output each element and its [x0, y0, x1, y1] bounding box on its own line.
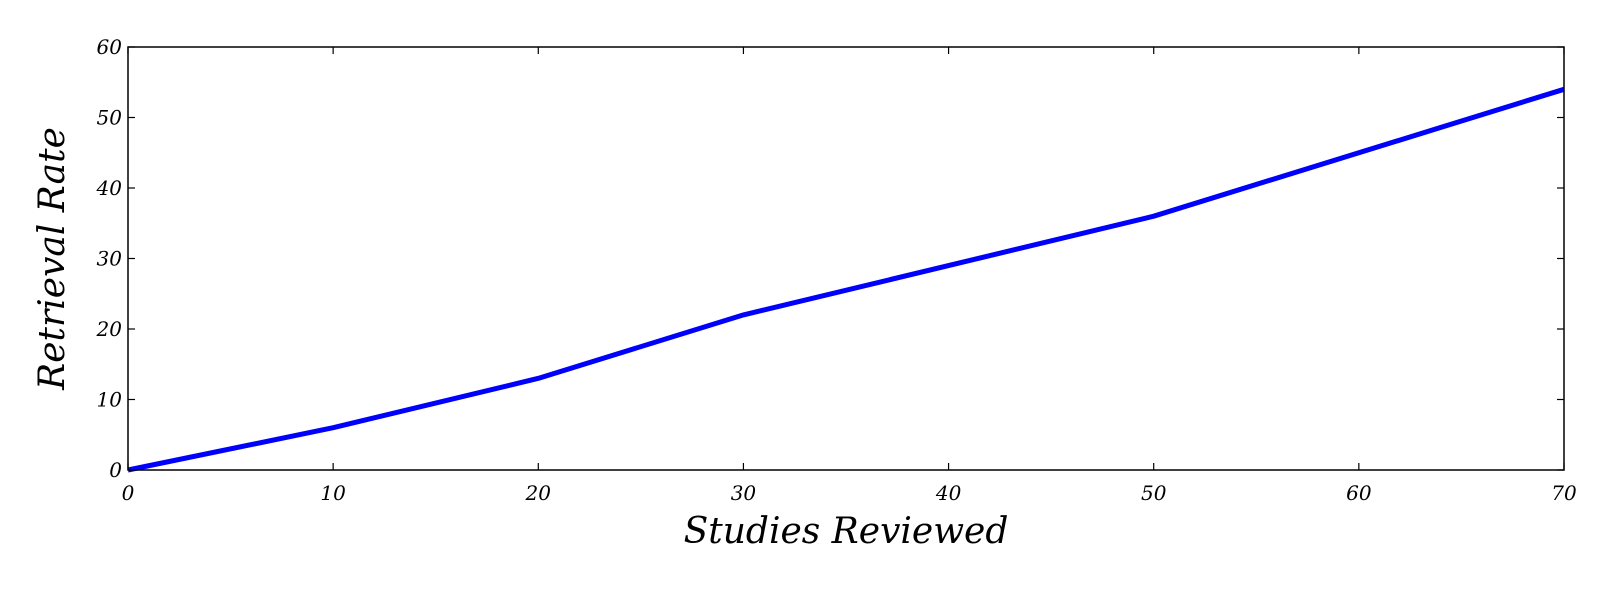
tick-labels-layer: 0 10 20 30 40 50 60 70 0 10 20 30 40 50 60 — [96, 35, 1577, 505]
y-tick-label: 20 — [96, 317, 123, 341]
y-tick-label: 10 — [97, 388, 123, 412]
x-tick-label: 40 — [935, 481, 962, 505]
y-tick-label: 30 — [97, 247, 123, 271]
y-tick-label: 0 — [109, 458, 122, 482]
x-tick-label: 30 — [731, 481, 757, 505]
x-tick-label: 10 — [320, 481, 346, 505]
x-tick-label: 60 — [1346, 481, 1372, 505]
y-tick-label: 40 — [96, 176, 123, 200]
x-tick-label: 50 — [1141, 481, 1167, 505]
x-tick-label: 20 — [525, 481, 552, 505]
series-layer — [127, 86, 1565, 473]
x-tick-label: 70 — [1551, 481, 1577, 505]
ticks-layer — [127, 46, 1565, 471]
series-line-0 — [127, 86, 1565, 473]
x-tick-label: 0 — [122, 481, 135, 505]
y-tick-label: 50 — [97, 106, 123, 130]
y-axis-title: Retrieval Rate — [32, 127, 73, 391]
x-axis-title: Studies Reviewed — [684, 511, 1009, 552]
y-tick-label: 60 — [97, 35, 123, 59]
plot-frame — [127, 46, 1565, 471]
